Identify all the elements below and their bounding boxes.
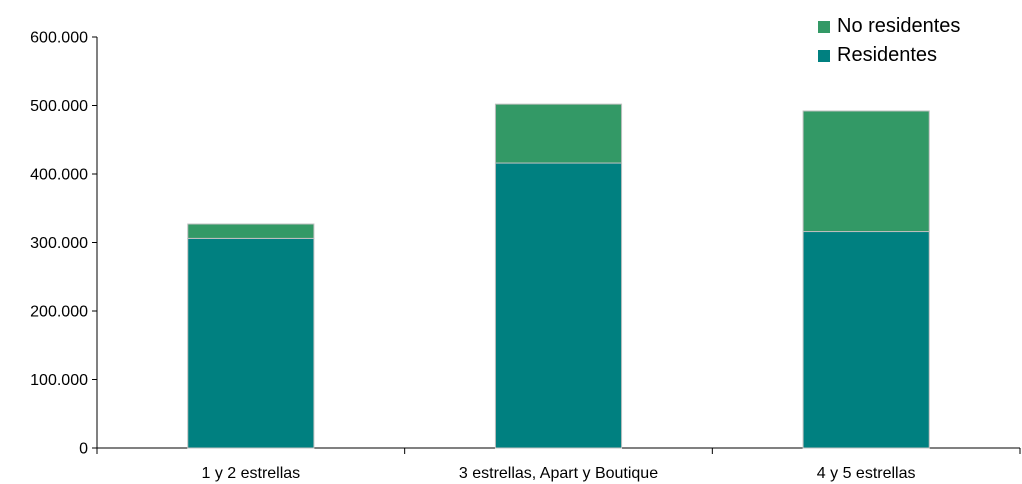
bars <box>187 103 930 449</box>
legend-item-no-residentes: No residentes <box>818 12 960 41</box>
y-tick-label: 0 <box>79 441 88 458</box>
bar-residentes <box>187 237 315 449</box>
x-tick-label: 4 y 5 estrellas <box>817 465 916 482</box>
y-tick-label: 400.000 <box>30 167 88 184</box>
legend-label-residentes: Residentes <box>837 44 938 66</box>
bar-no-residentes <box>802 110 930 233</box>
x-axis: 1 y 2 estrellas 3 estrellas, Apart y Bout… <box>96 447 1021 482</box>
y-tick-label: 200.000 <box>30 304 88 321</box>
bar-no-residentes <box>494 103 623 164</box>
x-tick-label: 1 y 2 estrellas <box>201 465 300 482</box>
legend-label-no-residentes: No residentes <box>837 15 961 37</box>
bar-no-residentes <box>187 223 315 239</box>
bar-residentes <box>802 231 930 449</box>
y-tick-label: 300.000 <box>30 235 88 252</box>
y-tick-label: 100.000 <box>30 372 88 389</box>
legend-item-residentes: Residentes <box>818 41 960 70</box>
legend-swatch-no-residentes <box>818 20 830 33</box>
y-axis: 0 100.000 200.000 300.000 400.000 500.000 600.… <box>30 30 98 458</box>
legend-swatch-residentes <box>818 49 830 62</box>
y-tick-label: 500.000 <box>30 98 88 115</box>
x-tick-label: 3 estrellas, Apart y Boutique <box>459 465 658 482</box>
bar-residentes <box>494 162 623 449</box>
y-tick-label: 600.000 <box>30 30 88 47</box>
legend: No residentes Residentes <box>818 12 960 70</box>
